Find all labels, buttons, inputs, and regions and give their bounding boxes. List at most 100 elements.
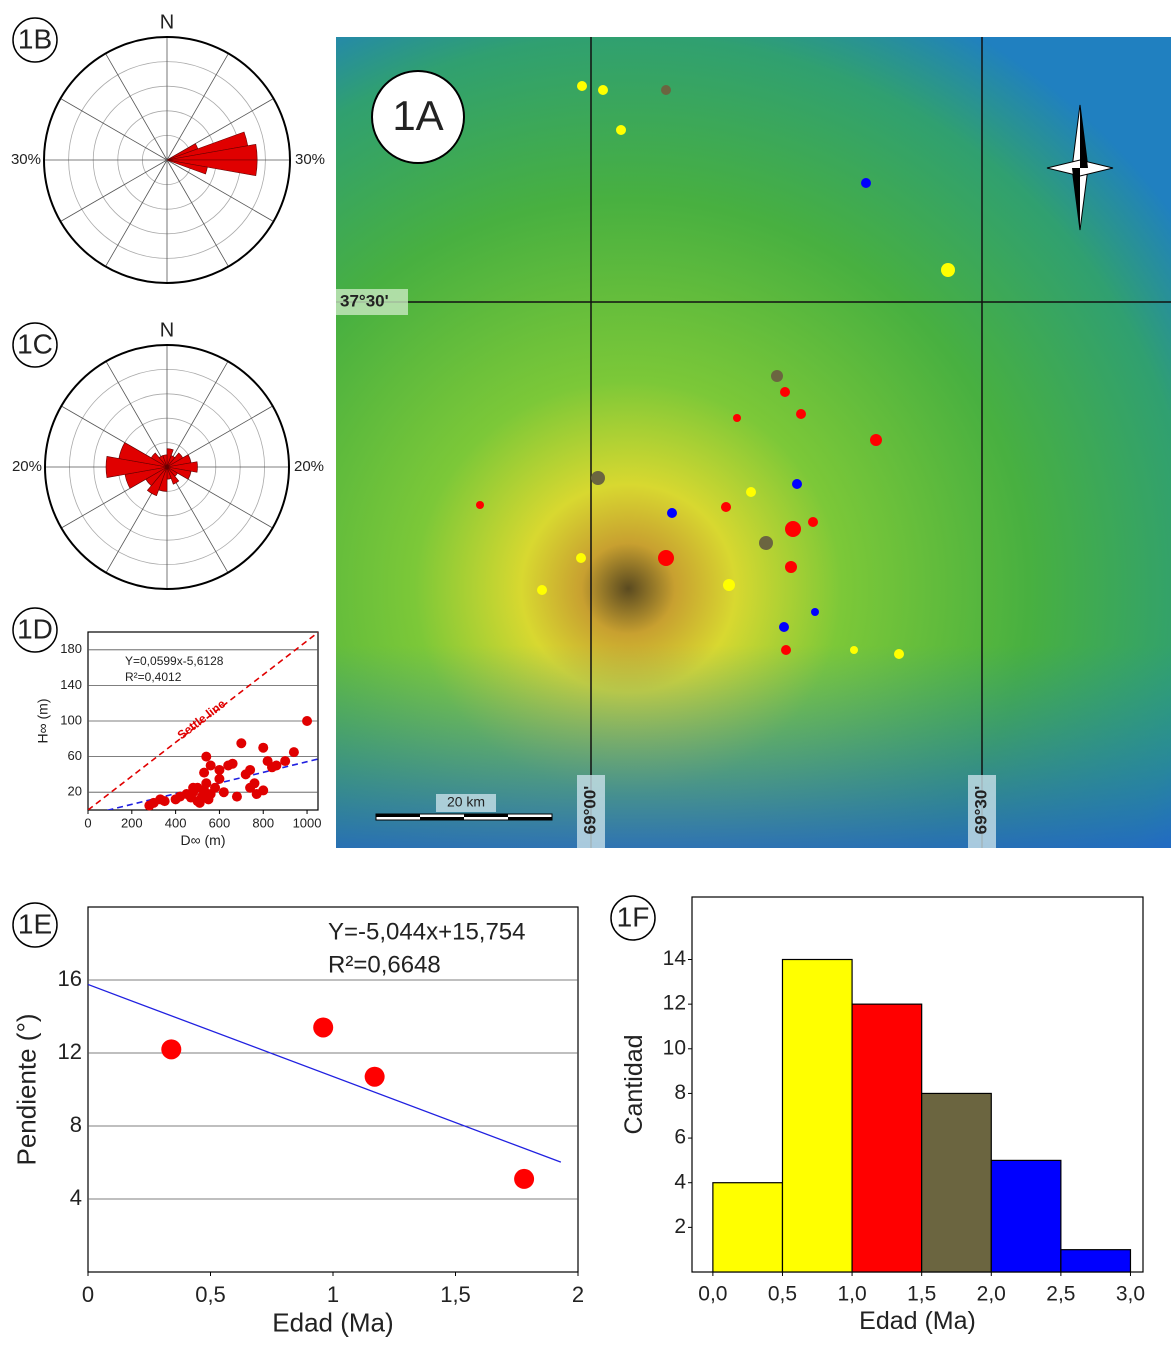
vent [616,125,626,135]
x-tick-label: 0,0 [698,1283,727,1306]
y-axis-label: Cantidad [620,1034,648,1134]
fit-r2: R²=0,6648 [328,951,441,978]
x-axis-label: Edad (Ma) [859,1307,976,1335]
r-tick-label: 20% [294,458,324,475]
x-tick-label: 0 [82,1282,94,1307]
point [161,1039,181,1059]
point [313,1017,333,1037]
map: 1A 37°30' 69°00' 69°30' 20 km [336,37,1171,848]
vent [723,579,735,591]
scale-bar-seg [376,814,420,817]
scale-bar-seg [508,817,552,820]
x-tick-label: 2,5 [1046,1283,1075,1306]
vent [861,178,871,188]
point [232,792,242,802]
vent [537,585,547,595]
vent [811,608,819,616]
point [365,1067,385,1087]
y-tick-label: 180 [60,641,82,656]
vent [721,502,731,512]
page: 1A 37°30' 69°00' 69°30' 20 km 30%30%N1B2… [0,0,1171,1346]
x-tick-label: 3,0 [1116,1283,1145,1306]
vent [577,81,587,91]
latitude-label: 37°30' [340,291,389,310]
y-tick-label: 16 [58,966,82,991]
vent [781,645,791,655]
r-tick-label: 20% [12,458,42,475]
x-tick-label: 1,0 [837,1283,866,1306]
x-tick-label: 1 [327,1282,339,1307]
vent [733,414,741,422]
x-tick-label: 2,0 [977,1283,1006,1306]
fit-equation: Y=-5,044x+15,754 [328,918,526,945]
y-tick-label: 8 [70,1112,82,1137]
vent [785,561,797,573]
y-tick-label: 12 [663,992,686,1015]
relief-shade [336,37,1171,848]
panel-label: 1A [392,92,443,139]
point [271,761,281,771]
figure: 1A 37°30' 69°00' 69°30' 20 km 30%30%N1B2… [0,0,1171,1346]
y-tick-label: 12 [58,1039,82,1064]
x-tick-label: 0,5 [768,1283,797,1306]
point [236,738,246,748]
vent [779,622,789,632]
y-tick-label: 4 [70,1185,82,1210]
longitude-label: 69°30' [971,786,990,835]
x-tick-label: 800 [252,816,274,831]
bar [852,1004,922,1272]
point [160,796,170,806]
vent [759,536,773,550]
point [206,761,216,771]
fit-r2: R²=0,4012 [125,670,182,684]
vent [850,646,858,654]
vent [658,550,674,566]
point [214,774,224,784]
point [245,765,255,775]
x-tick-label: 600 [209,816,231,831]
bar [782,960,852,1273]
y-tick-label: 140 [60,677,82,692]
x-tick-label: 2 [572,1282,584,1307]
y-tick-label: 20 [68,784,82,799]
longitude-label: 69°00' [580,786,599,835]
point [214,765,224,775]
spoke [60,99,167,161]
panel-label: 1E [18,908,52,939]
y-tick-label: 14 [663,947,687,970]
panel-label: 1D [17,613,53,644]
point [210,783,220,793]
vent [780,387,790,397]
point [514,1169,534,1189]
point [193,783,203,793]
panel-label: 1B [18,23,52,54]
vent [576,553,586,563]
spoke [106,53,168,160]
bar [713,1183,783,1272]
scale-label: 20 km [447,794,485,810]
vent [598,85,608,95]
point [219,787,229,797]
vent [796,409,806,419]
scale-bar-seg [420,817,464,820]
x-tick-label: 200 [121,816,143,831]
y-axis-label: Pendiente (°) [11,1013,41,1165]
vent [941,263,955,277]
bar [991,1160,1061,1272]
y-tick-label: 10 [663,1036,686,1059]
panel-label: 1C [17,328,53,359]
x-tick-label: 0,5 [195,1282,226,1307]
x-tick-label: 400 [165,816,187,831]
x-tick-label: 1000 [293,816,322,831]
vent [771,370,783,382]
x-axis-label: Edad (Ma) [272,1308,393,1338]
x-tick-label: 0 [84,816,91,831]
point [249,778,259,788]
vent [870,434,882,446]
vent [476,501,484,509]
y-tick-label: 8 [674,1081,686,1104]
point [302,716,312,726]
fit-equation: Y=0,0599x-5,6128 [125,654,224,668]
spoke [167,361,228,467]
panel-label: 1F [617,901,650,932]
